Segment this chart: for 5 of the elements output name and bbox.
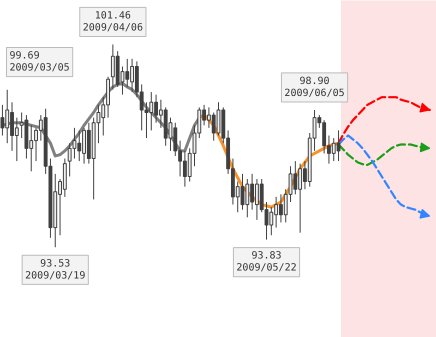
annotation: 98.90 2009/06/05	[284, 76, 345, 99]
annotation: 101.46 2009/04/06	[82, 10, 143, 34]
annotation: 99.69 2009/03/05	[10, 50, 70, 74]
annotation: 93.53 2009/03/19	[25, 258, 86, 282]
annotation: 93.83 2009/05/22	[236, 250, 297, 274]
